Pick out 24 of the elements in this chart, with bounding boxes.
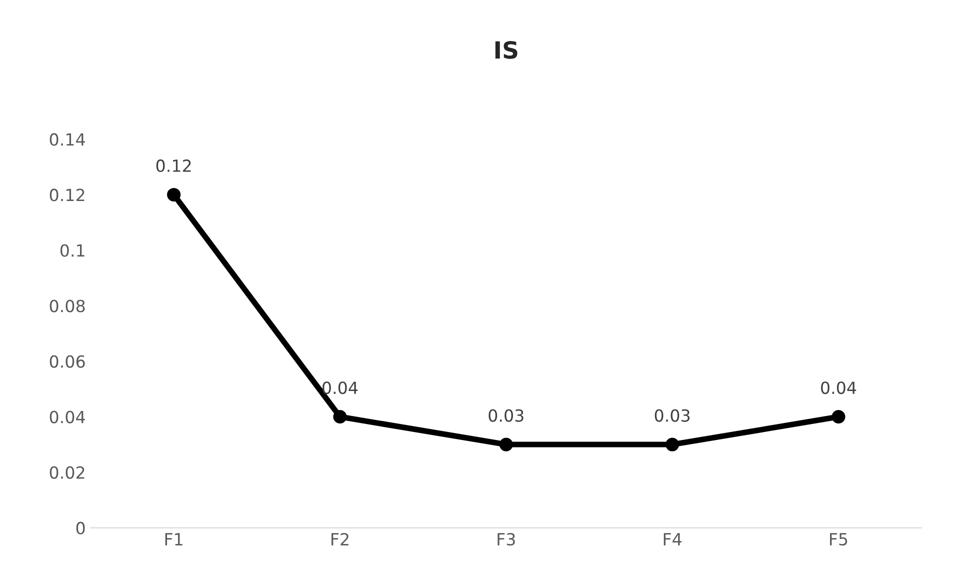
x-tick-label: F1 xyxy=(165,533,182,546)
point xyxy=(333,410,347,424)
point xyxy=(167,188,181,202)
y-tick-label: 0 xyxy=(76,522,85,534)
y-tick-label: 0.06 xyxy=(50,355,85,368)
y-tick-label: 0.08 xyxy=(50,300,85,312)
data-label: 0.04 xyxy=(322,381,358,394)
x-tick-label: F2 xyxy=(332,532,348,546)
point xyxy=(832,410,846,424)
y-tick-label: 0.04 xyxy=(50,410,85,424)
point xyxy=(499,438,513,452)
data-label: 0.03 xyxy=(654,409,690,422)
y-tick-label: 0.1 xyxy=(60,244,84,257)
x-tick-label: F3 xyxy=(498,532,515,546)
y-tick-label: 0.12 xyxy=(50,188,84,202)
y-tick-label: 0.02 xyxy=(50,466,84,479)
data-label: 0.12 xyxy=(156,159,191,172)
x-tick-label: F4 xyxy=(664,533,682,546)
y-tick-label: 0.14 xyxy=(50,133,85,146)
point xyxy=(666,438,680,452)
x-tick-label: F5 xyxy=(830,533,848,546)
data-label: 0.04 xyxy=(821,381,856,394)
chart-title: IS xyxy=(495,41,518,59)
data-label: 0.03 xyxy=(488,409,524,422)
